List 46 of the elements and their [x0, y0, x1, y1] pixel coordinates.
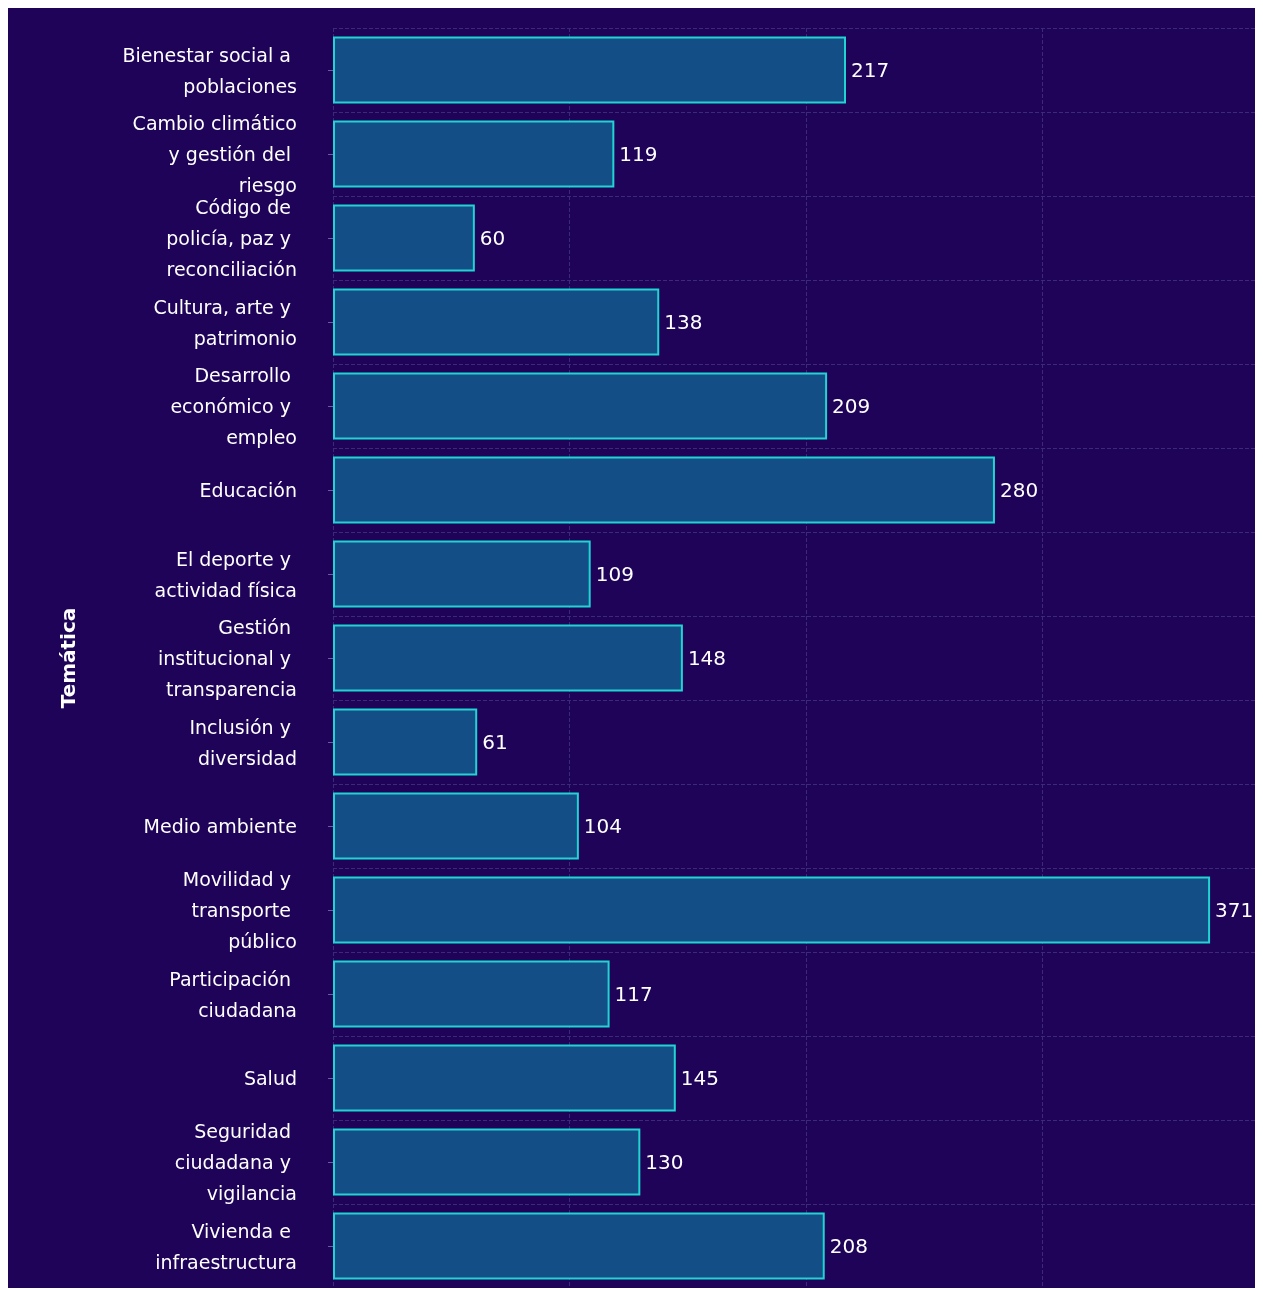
bar: [333, 1212, 825, 1280]
y-tick-label: Bienestar social a poblaciones: [122, 43, 297, 97]
y-tick-label: Gestión institucional y transparencia: [157, 616, 297, 700]
data-label: 217: [851, 58, 890, 82]
data-label: 60: [479, 226, 506, 250]
bar: [333, 36, 847, 104]
y-tick-label: Cambio climático y gestión del riesgo: [132, 112, 297, 196]
bar: [333, 708, 478, 776]
bar: [333, 204, 475, 272]
bar: [333, 456, 995, 524]
data-label: 138: [664, 310, 703, 334]
y-tick-label: Participación ciudadana: [169, 967, 297, 1021]
y-tick-label: Inclusión y diversidad: [189, 715, 297, 769]
y-tick-label: El deporte y actividad física: [154, 547, 297, 601]
bar: [333, 876, 1211, 944]
data-label: 145: [680, 1066, 719, 1090]
data-label: 130: [645, 1150, 684, 1174]
data-label: 117: [614, 982, 653, 1006]
y-tick-label: Educación: [199, 479, 297, 501]
y-tick-label: Código de policía, paz y reconciliación: [166, 196, 297, 280]
y-tick-label: Cultura, arte y patrimonio: [153, 295, 297, 349]
data-label: 371: [1215, 898, 1254, 922]
y-tick-label: Desarrollo económico y empleo: [170, 364, 297, 448]
y-tick-label: Medio ambiente: [143, 815, 297, 837]
y-tick-label: Salud: [243, 1067, 297, 1089]
data-label: 209: [832, 394, 871, 418]
bar: [333, 960, 610, 1028]
data-label: 148: [687, 646, 727, 670]
bar: [333, 792, 579, 860]
data-label: 104: [583, 814, 623, 838]
bar: [333, 288, 660, 356]
bar: [333, 372, 828, 440]
data-label: 119: [619, 142, 658, 166]
y-tick-label: Vivienda e infraestructura: [155, 1219, 297, 1273]
data-label: 109: [595, 562, 634, 586]
bar: [333, 1044, 676, 1112]
y-axis-title: Temática: [56, 607, 80, 709]
bar: [333, 540, 591, 608]
data-label: 280: [999, 478, 1039, 502]
bar: [333, 1128, 641, 1196]
y-tick-label: Movilidad y transporte público: [182, 868, 297, 952]
y-tick-label: Seguridad ciudadana y vigilancia: [174, 1120, 297, 1204]
bar: [333, 624, 683, 692]
bar: [333, 120, 615, 188]
data-label: 208: [829, 1234, 868, 1258]
data-label: 61: [482, 730, 508, 754]
